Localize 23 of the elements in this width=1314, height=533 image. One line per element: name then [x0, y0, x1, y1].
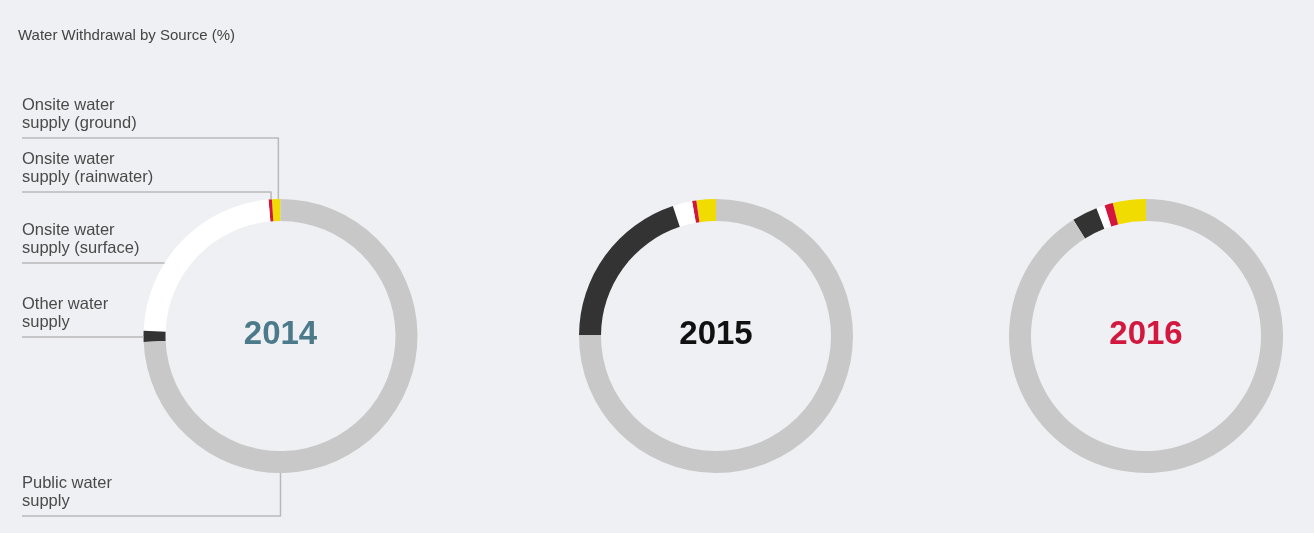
- donut-slice: [143, 199, 418, 473]
- donut-slice: [1096, 205, 1112, 229]
- donut-slice: [143, 330, 166, 343]
- chart-title: Water Withdrawal by Source (%): [18, 26, 236, 43]
- slice-label: Public water supply: [22, 473, 113, 509]
- donut-slice: [271, 199, 281, 222]
- donut-slice: [579, 205, 680, 336]
- slice-label: Onsite water supply (surface): [22, 220, 140, 256]
- slice-label: Other water supply: [22, 294, 109, 330]
- slice-label: Onsite water supply (rainwater): [22, 149, 154, 185]
- text: 2014: [243, 314, 318, 351]
- donut-slice: [1104, 203, 1119, 227]
- donut-slice: [1112, 199, 1146, 225]
- donut-slice: [579, 199, 853, 473]
- donut-slice: [692, 200, 700, 223]
- text: 2015: [679, 314, 753, 351]
- donut-slice: [268, 199, 274, 222]
- donut-slice: [696, 199, 716, 223]
- donut-slice: [1073, 208, 1105, 239]
- donut-slice: [1009, 199, 1283, 473]
- text: 2016: [1109, 314, 1183, 351]
- donut-slice: [672, 201, 696, 227]
- slice-label: Onsite water supply (ground): [22, 95, 137, 131]
